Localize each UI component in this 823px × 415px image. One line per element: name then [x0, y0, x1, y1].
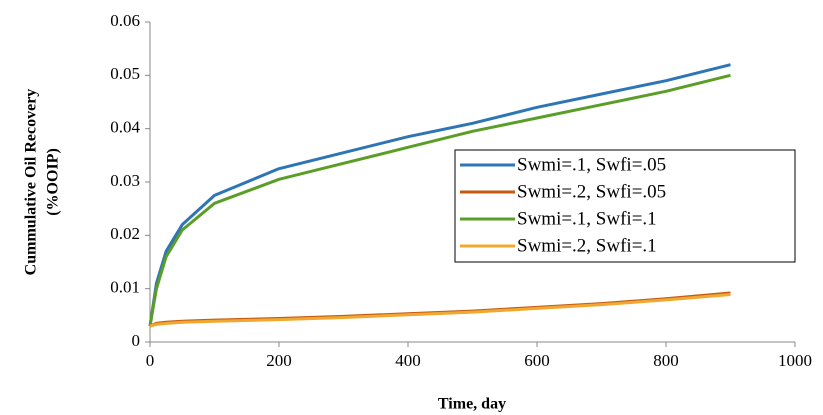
legend-label: Swmi=.1, Swfi=.1: [517, 208, 657, 229]
x-tick-label: 800: [653, 351, 679, 370]
series-line: [148, 73, 731, 327]
series-line: [149, 293, 731, 328]
series-line: [148, 63, 731, 327]
x-tick-label: 0: [146, 351, 155, 370]
y-tick-label: 0.01: [110, 278, 140, 297]
x-tick-label: 400: [395, 351, 421, 370]
y-tick-label: 0: [132, 331, 141, 350]
y-axis-label: (%OOIP): [45, 148, 62, 216]
y-tick-label: 0.03: [110, 171, 140, 190]
y-axis-label: Cummulative Oil Recovery: [23, 89, 40, 276]
x-tick-label: 200: [266, 351, 292, 370]
legend-label: Swmi=.2, Swfi=.1: [517, 235, 657, 256]
y-tick-label: 0.02: [110, 224, 140, 243]
y-tick-label: 0.06: [110, 11, 140, 30]
y-tick-label: 0.05: [110, 64, 140, 83]
y-tick-label: 0.04: [110, 118, 140, 137]
legend-label: Swmi=.1, Swfi=.05: [517, 154, 666, 175]
x-tick-label: 600: [524, 351, 550, 370]
legend-label: Swmi=.2, Swfi=.05: [517, 181, 666, 202]
x-tick-label: 1000: [778, 351, 812, 370]
x-axis-label: Time, day: [438, 396, 506, 413]
legend-box: [454, 149, 796, 263]
